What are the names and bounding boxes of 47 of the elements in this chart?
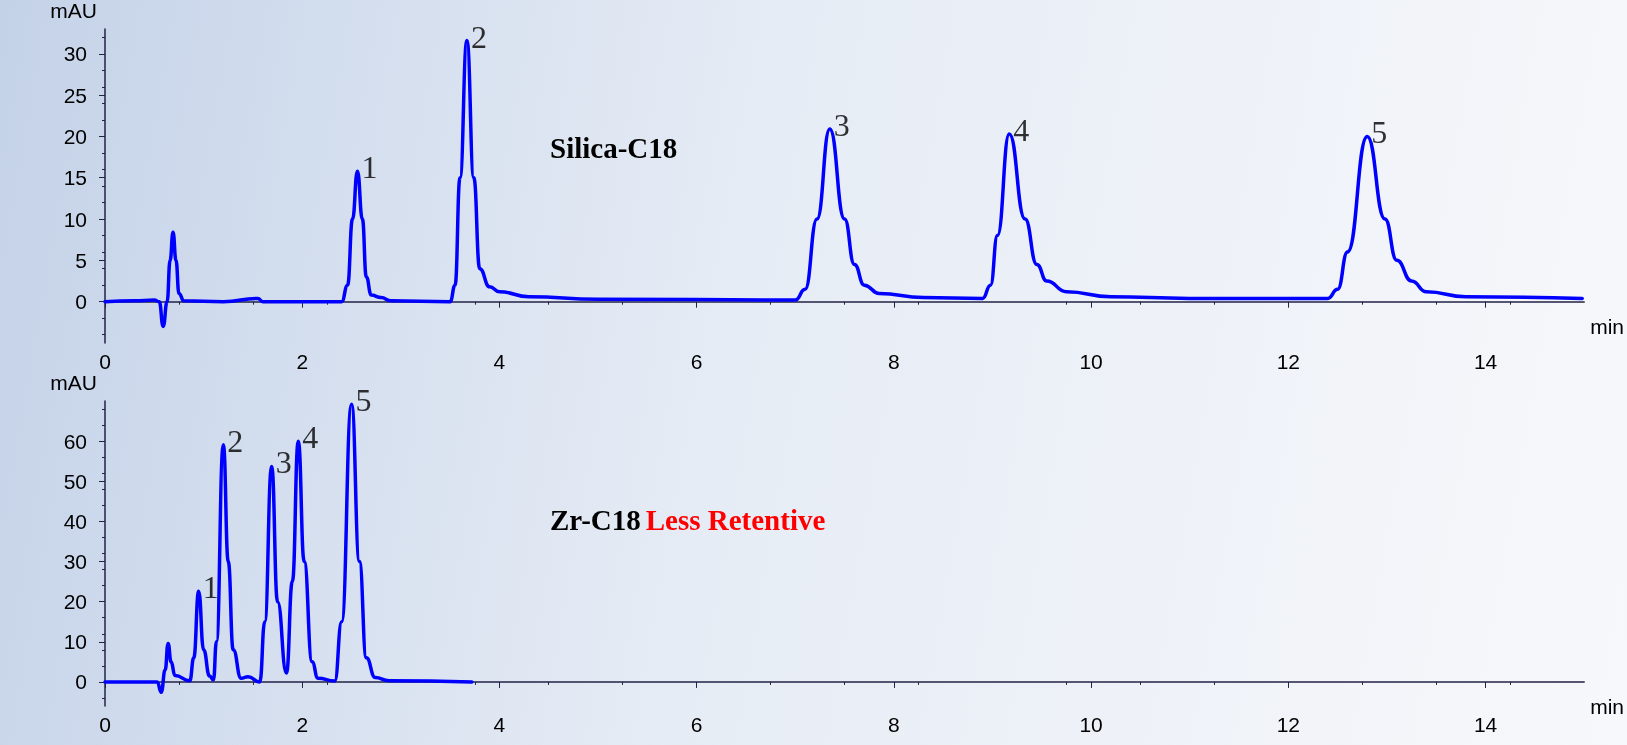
y-tick-label: 60 <box>63 429 87 453</box>
y-tick-label: 20 <box>63 124 87 148</box>
x-tick-label: 8 <box>888 713 900 736</box>
y-tick-label: 15 <box>63 166 87 190</box>
x-tick-label: 10 <box>1079 350 1103 373</box>
text: Less Retentive <box>645 503 826 536</box>
annotation: 1 <box>202 569 219 606</box>
annotation: 1 <box>361 149 378 186</box>
x-tick-label: 0 <box>99 713 111 736</box>
x-axis-title: min <box>1590 694 1625 718</box>
y-axis-title: mAU <box>50 371 97 394</box>
y-tick-label: 30 <box>63 42 87 66</box>
x-tick-label: 0 <box>99 350 111 373</box>
y-tick-label: 30 <box>63 550 87 574</box>
x-tick-label: 10 <box>1079 713 1103 736</box>
x-axis-title: min <box>1590 314 1625 338</box>
annotation: 5 <box>1371 114 1388 151</box>
x-tick-label: 2 <box>296 713 309 736</box>
x-tick-label: 8 <box>888 350 900 373</box>
y-tick-label: 10 <box>63 207 87 231</box>
annotation: 4 <box>302 419 319 456</box>
x-tick-label: 12 <box>1276 350 1301 373</box>
x-tick-label: 14 <box>1473 713 1498 736</box>
x-tick-label: 14 <box>1473 350 1498 373</box>
y-axis-title: mAU <box>50 0 97 22</box>
y-tick-label: 0 <box>75 290 87 314</box>
y-tick-label: 20 <box>63 590 87 614</box>
y-tick-label: 40 <box>63 509 87 533</box>
annotation: 3 <box>833 106 850 143</box>
x-tick-label: 6 <box>690 350 703 373</box>
x-tick-label: 6 <box>690 713 703 736</box>
text: Zr-C18 <box>550 503 641 536</box>
x-tick-label: 4 <box>493 350 506 373</box>
text: Silica-C18 <box>550 131 678 164</box>
y-tick-label: 0 <box>75 670 87 694</box>
annotation: 5 <box>355 382 372 419</box>
annotation: 2 <box>470 18 487 55</box>
annotation: 3 <box>275 444 292 481</box>
y-tick-label: 50 <box>63 469 87 493</box>
x-tick-label: 12 <box>1276 713 1301 736</box>
x-tick-label: 4 <box>493 713 506 736</box>
annotation: 4 <box>1013 111 1030 148</box>
annotation: 2 <box>227 422 244 459</box>
y-tick-label: 25 <box>63 83 87 107</box>
y-tick-label: 10 <box>63 630 87 654</box>
y-tick-label: 5 <box>75 248 87 272</box>
x-tick-label: 2 <box>296 350 309 373</box>
